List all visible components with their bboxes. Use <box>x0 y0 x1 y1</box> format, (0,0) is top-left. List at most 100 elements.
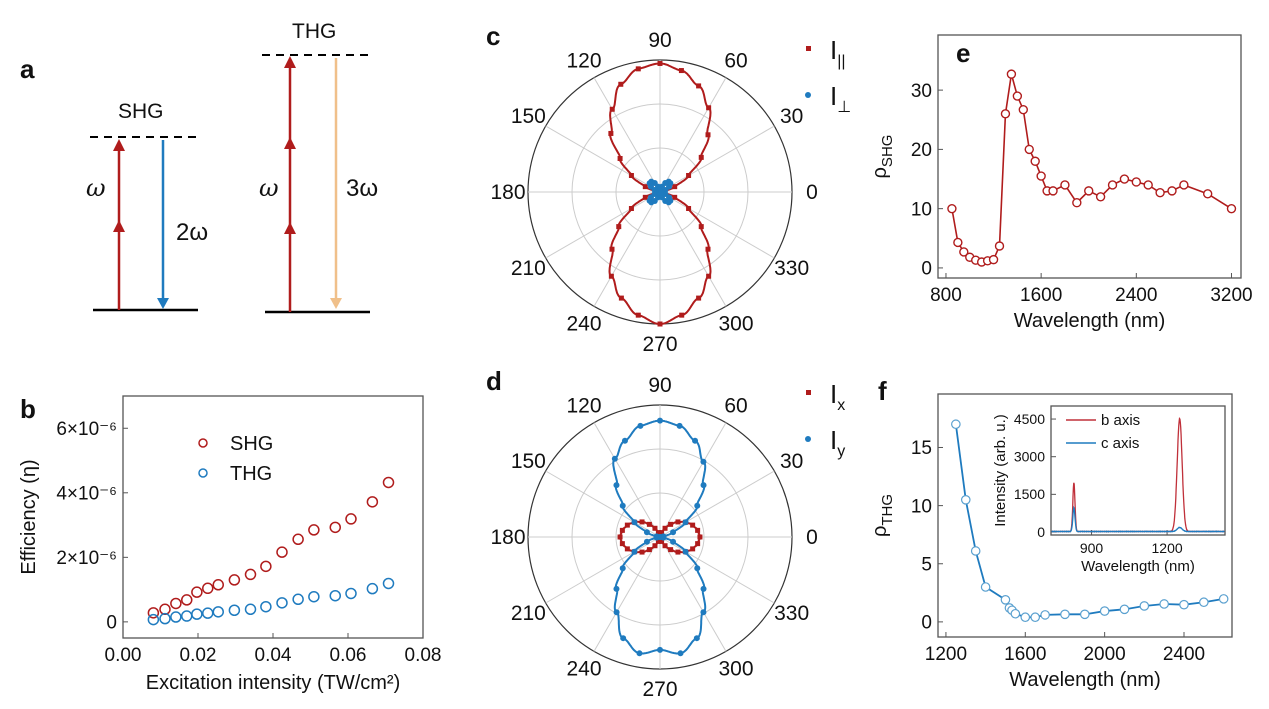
x-tick-label: 2000 <box>1083 644 1125 665</box>
data-point <box>631 548 638 555</box>
data-point-thg <box>147 613 160 626</box>
angle-label: 30 <box>780 105 803 128</box>
x-axis-label: Excitation intensity (TW/cm²) <box>146 672 400 694</box>
data-point-shg <box>244 568 257 581</box>
legend-label: Ix <box>830 379 845 414</box>
panel-label-c: c <box>486 21 500 51</box>
data-point <box>1202 189 1213 199</box>
data-point <box>1084 186 1094 196</box>
data-point <box>624 522 630 528</box>
data-point <box>657 321 663 327</box>
data-point <box>672 184 678 190</box>
data-point <box>636 650 643 657</box>
data-point <box>628 206 634 211</box>
angle-label: 300 <box>718 658 753 681</box>
data-point-thg <box>276 597 288 609</box>
data-point <box>1199 597 1209 608</box>
data-point-shg <box>308 524 320 536</box>
angular-gridline <box>545 125 661 193</box>
y-tick-label: 20 <box>911 140 932 161</box>
data-point-shg <box>260 560 272 573</box>
data-point <box>619 502 626 509</box>
data-point <box>675 519 681 525</box>
data-point <box>619 527 625 533</box>
panel-label-f: f <box>878 376 887 406</box>
data-point <box>994 241 1005 251</box>
thg-omega-label: ω <box>259 174 279 202</box>
data-point-thg <box>202 607 214 619</box>
data-point <box>1179 180 1189 190</box>
data-point <box>1095 192 1106 202</box>
data-point <box>1040 610 1050 620</box>
data-point <box>642 194 648 200</box>
legend-marker <box>198 468 208 478</box>
x-tick-label: 1600 <box>1020 285 1062 306</box>
data-point <box>953 237 963 248</box>
data-point-thg <box>212 606 224 618</box>
data-point-thg <box>170 611 182 623</box>
data-point <box>617 534 623 540</box>
data-point <box>1099 606 1110 616</box>
data-point <box>1155 187 1165 198</box>
data-point <box>679 312 685 318</box>
thg-title: THG <box>292 20 336 43</box>
data-point <box>624 546 630 552</box>
x-axis-label: Wavelength (nm) <box>1014 310 1166 332</box>
data-point-shg <box>170 597 182 610</box>
panel-label-e: e <box>956 38 970 68</box>
y-tick-label: 30 <box>911 81 932 102</box>
angle-label: 150 <box>511 450 546 473</box>
data-point <box>690 546 696 552</box>
data-point-shg <box>181 594 193 606</box>
data-point <box>658 189 665 196</box>
data-point <box>706 273 712 279</box>
data-point <box>951 419 961 430</box>
data-point <box>1159 599 1169 609</box>
legend-marker <box>805 92 811 98</box>
shg-title: SHG <box>118 100 164 123</box>
data-point <box>662 525 668 531</box>
angle-label: 60 <box>724 394 747 417</box>
data-point <box>988 254 999 265</box>
angular-gridline <box>545 536 661 604</box>
legend-marker <box>198 438 208 448</box>
data-point <box>1020 612 1031 623</box>
data-point <box>959 247 969 257</box>
angle-label: 150 <box>511 105 546 128</box>
data-point-shg <box>147 607 160 619</box>
data-point <box>652 543 658 549</box>
legend-label: THG <box>230 463 272 485</box>
data-point <box>668 547 674 553</box>
data-point <box>677 650 684 657</box>
y-axis-label-sub: THG <box>879 494 896 526</box>
data-point <box>609 246 615 252</box>
data-point-thg <box>366 582 379 595</box>
y-axis-label: Efficiency (η) <box>18 459 40 574</box>
data-point-thg <box>382 577 395 590</box>
data-point <box>657 646 663 653</box>
x-tick-label: 900 <box>1080 540 1104 556</box>
data-point <box>1139 601 1150 611</box>
data-point-thg <box>329 589 341 602</box>
data-point <box>694 565 701 572</box>
data-point <box>639 519 645 525</box>
data-point <box>618 81 624 87</box>
data-point <box>682 548 689 555</box>
angle-label: 300 <box>718 313 753 336</box>
data-point <box>686 206 692 211</box>
x-tick-label: 0.06 <box>330 645 367 666</box>
data-point <box>697 534 703 540</box>
data-point <box>686 173 692 178</box>
data-point <box>619 541 625 547</box>
data-point-shg <box>329 521 341 534</box>
data-point <box>608 130 614 136</box>
data-point <box>1080 609 1090 620</box>
data-point <box>1119 174 1130 184</box>
data-point <box>1107 180 1118 190</box>
data-point-shg <box>191 586 203 598</box>
x-axis-label: Wavelength (nm) <box>1009 669 1161 691</box>
x-tick-label: 0.02 <box>180 645 217 666</box>
panel-label-a: a <box>20 54 35 84</box>
legend-label: c axis <box>1101 435 1139 452</box>
angular-gridline <box>659 125 775 193</box>
